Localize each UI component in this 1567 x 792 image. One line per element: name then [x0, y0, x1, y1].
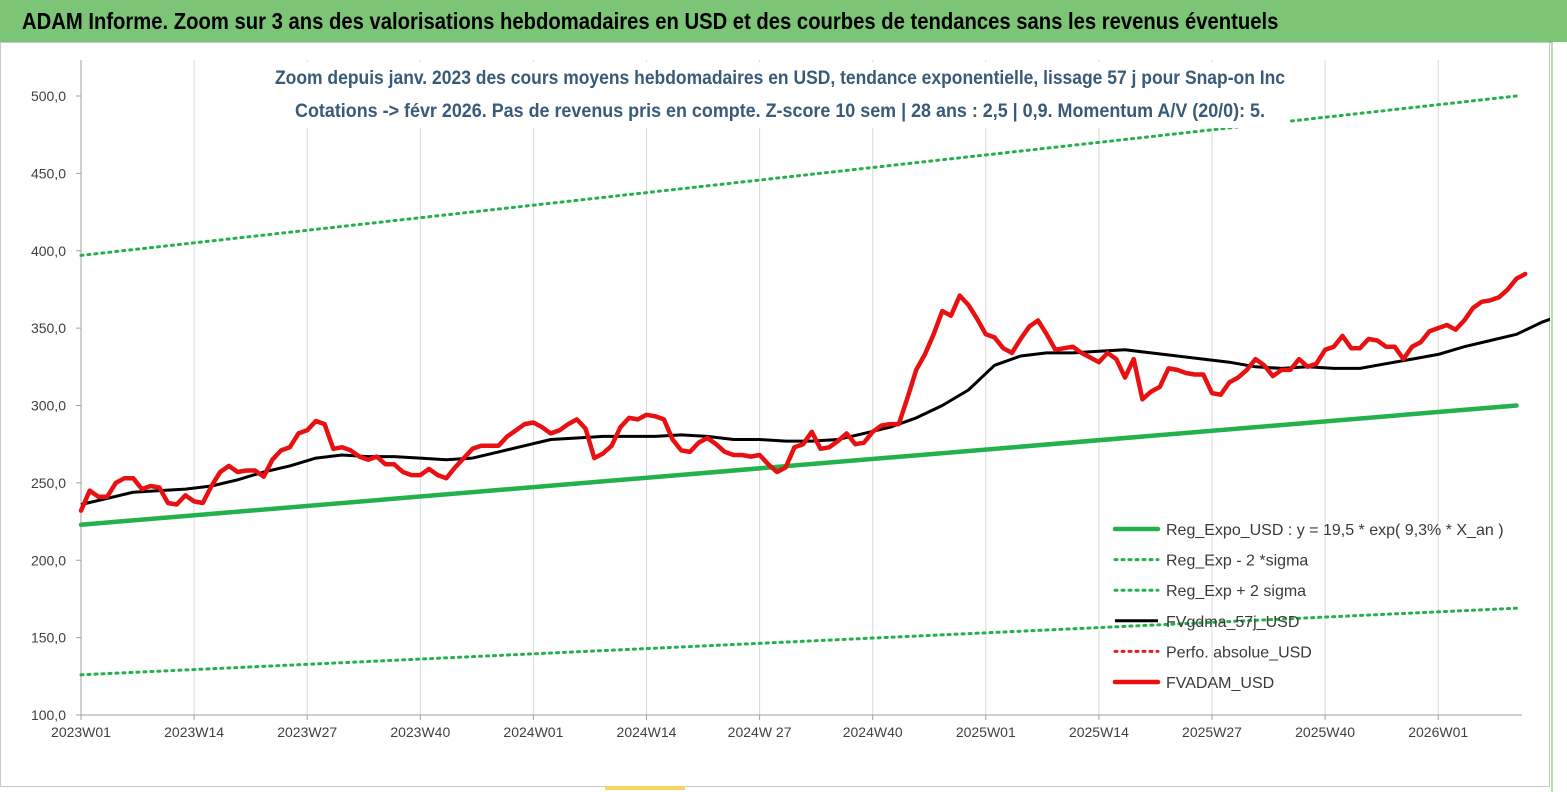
series-line-0: [78, 403, 1519, 527]
legend-label: FVgdma_57j_USD: [1166, 614, 1299, 631]
y-tick-label: 250,0: [31, 475, 66, 491]
x-tick-label: 2024W40: [843, 724, 903, 740]
x-tick-label: 2023W01: [51, 724, 111, 740]
x-axis: 2023W01 2023W14 2023W27 2023W40 2024W01 2024W…: [51, 714, 1522, 740]
x-tick-label: 2024W 27: [728, 724, 792, 740]
series-layer: [78, 94, 1550, 677]
x-tick-label: 2025W40: [1295, 724, 1355, 740]
y-tick-label: 300,0: [31, 398, 66, 414]
series-line-3: [80, 317, 1550, 506]
chart-title-line1: Zoom depuis janv. 2023 des cours moyens …: [275, 68, 1285, 89]
y-tick-label: 400,0: [31, 243, 66, 259]
right-scroll-strip: [1551, 42, 1567, 792]
y-tick-label: 100,0: [31, 707, 66, 723]
y-tick-label: 450,0: [31, 165, 66, 181]
vertical-grid: [80, 60, 1439, 715]
y-tick-label: 150,0: [31, 630, 66, 646]
y-tick-label: 200,0: [31, 552, 66, 568]
report-title: ADAM Informe. Zoom sur 3 ans des valoris…: [22, 8, 1279, 34]
x-tick-label: 2023W40: [390, 724, 450, 740]
plot-frame: [0, 42, 1550, 787]
subtitle-box: [270, 62, 1290, 128]
chart-title-line2: Cotations -> févr 2026. Pas de revenus p…: [295, 101, 1265, 122]
bottom-marker: [605, 786, 685, 790]
header-bar: ADAM Informe. Zoom sur 3 ans des valoris…: [0, 0, 1567, 43]
x-tick-label: 2024W01: [503, 724, 563, 740]
series-line-1: [79, 606, 1518, 677]
legend-label: Reg_Exp - 2 *sigma: [1166, 553, 1308, 570]
y-tick-label: 500,0: [31, 88, 66, 104]
legend-label: Reg_Expo_USD : y = 19,5 * exp( 9,3% * X_…: [1166, 522, 1504, 539]
legend-label: FVADAM_USD: [1166, 675, 1274, 692]
x-tick-label: 2023W14: [164, 724, 224, 740]
x-tick-label: 2024W14: [617, 724, 677, 740]
legend: Reg_Expo_USD : y = 19,5 * exp( 9,3% * X_…: [1112, 522, 1504, 692]
y-axis: 100,0 150,0 200,0 250,0 300,0 350,0 400,0 450,0…: [31, 60, 82, 723]
legend-label: Reg_Exp + 2 sigma: [1166, 583, 1306, 600]
x-tick-label: 2026W01: [1408, 724, 1468, 740]
x-tick-label: 2025W27: [1182, 724, 1242, 740]
y-tick-label: 350,0: [31, 320, 66, 336]
x-tick-label: 2025W01: [956, 724, 1016, 740]
legend-label: Perfo. absolue_USD: [1166, 644, 1312, 661]
x-tick-label: 2025W14: [1069, 724, 1129, 740]
series-line-5: [78, 271, 1528, 513]
x-tick-label: 2023W27: [277, 724, 337, 740]
